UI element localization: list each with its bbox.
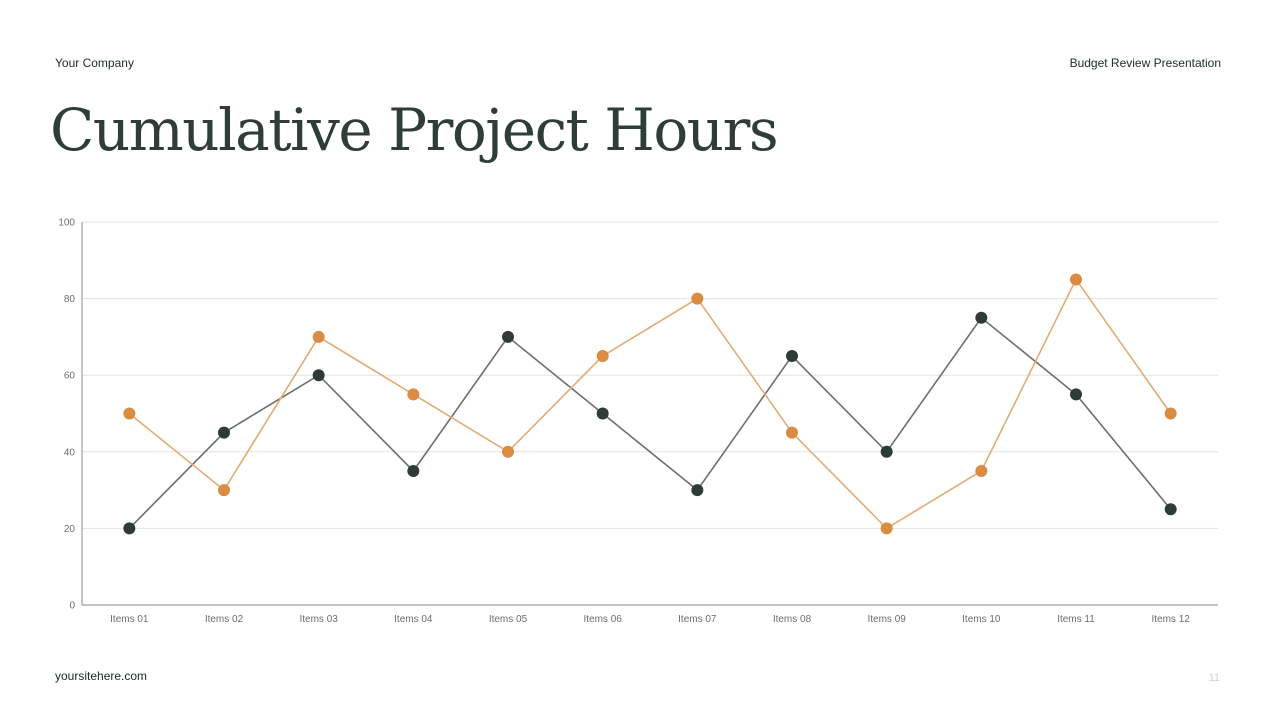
- series-orange-point: [975, 464, 988, 477]
- series-orange-point: [691, 292, 704, 305]
- series-dark-point: [880, 445, 893, 458]
- series-orange-point: [1070, 273, 1082, 286]
- series-orange-point: [407, 388, 420, 401]
- x-tick-label: Items 11: [1057, 614, 1095, 625]
- series-orange-point: [786, 426, 798, 439]
- series-dark-point: [312, 369, 325, 382]
- presentation-title: Budget Review Presentation: [1069, 56, 1221, 70]
- series-dark-point: [691, 484, 704, 497]
- y-tick-label: 40: [64, 447, 76, 458]
- x-tick-label: Items 04: [394, 614, 433, 625]
- y-tick-label: 20: [64, 524, 76, 535]
- series-orange-point: [596, 350, 609, 363]
- series-orange-line: [128, 277, 1172, 530]
- series-dark-point: [218, 426, 230, 439]
- page-number: 11: [1208, 672, 1220, 684]
- series-orange-point: [312, 330, 325, 343]
- x-tick-label: Items 01: [110, 614, 149, 625]
- series-orange-point: [502, 445, 514, 458]
- footer-site: yoursitehere.com: [55, 669, 148, 683]
- x-tick-label: Items 03: [299, 614, 338, 625]
- y-tick-label: 60: [64, 371, 76, 382]
- series-dark-point: [596, 407, 609, 420]
- series-orange-point: [1164, 407, 1177, 420]
- y-tick-label: 100: [58, 218, 75, 229]
- company-name: Your Company: [55, 56, 134, 70]
- series-dark-point: [123, 522, 136, 535]
- x-tick-label: Items 10: [962, 614, 1001, 625]
- series-dark-point: [502, 330, 514, 343]
- series-dark-point: [786, 350, 798, 363]
- x-tick-label: Items 07: [678, 614, 717, 625]
- series-orange-point: [123, 407, 136, 420]
- x-tick-label: Items 05: [489, 614, 528, 625]
- series-orange-point: [218, 484, 230, 497]
- y-tick-label: 80: [64, 294, 76, 305]
- series-orange-point: [880, 522, 893, 535]
- series-dark-point: [975, 311, 988, 324]
- x-tick-label: Items 08: [773, 614, 812, 625]
- series-dark-point: [407, 464, 420, 477]
- series-dark-point: [1164, 503, 1177, 516]
- series-dark-point: [1070, 388, 1082, 401]
- x-tick-label: Items 09: [867, 614, 906, 625]
- x-tick-label: Items 06: [583, 614, 622, 625]
- y-tick-label: 0: [69, 601, 75, 612]
- slide-title: Cumulative Project Hours: [50, 96, 779, 164]
- x-tick-label: Items 02: [205, 614, 244, 625]
- series-dark-line: [128, 316, 1172, 529]
- x-tick-label: Items 12: [1151, 614, 1190, 625]
